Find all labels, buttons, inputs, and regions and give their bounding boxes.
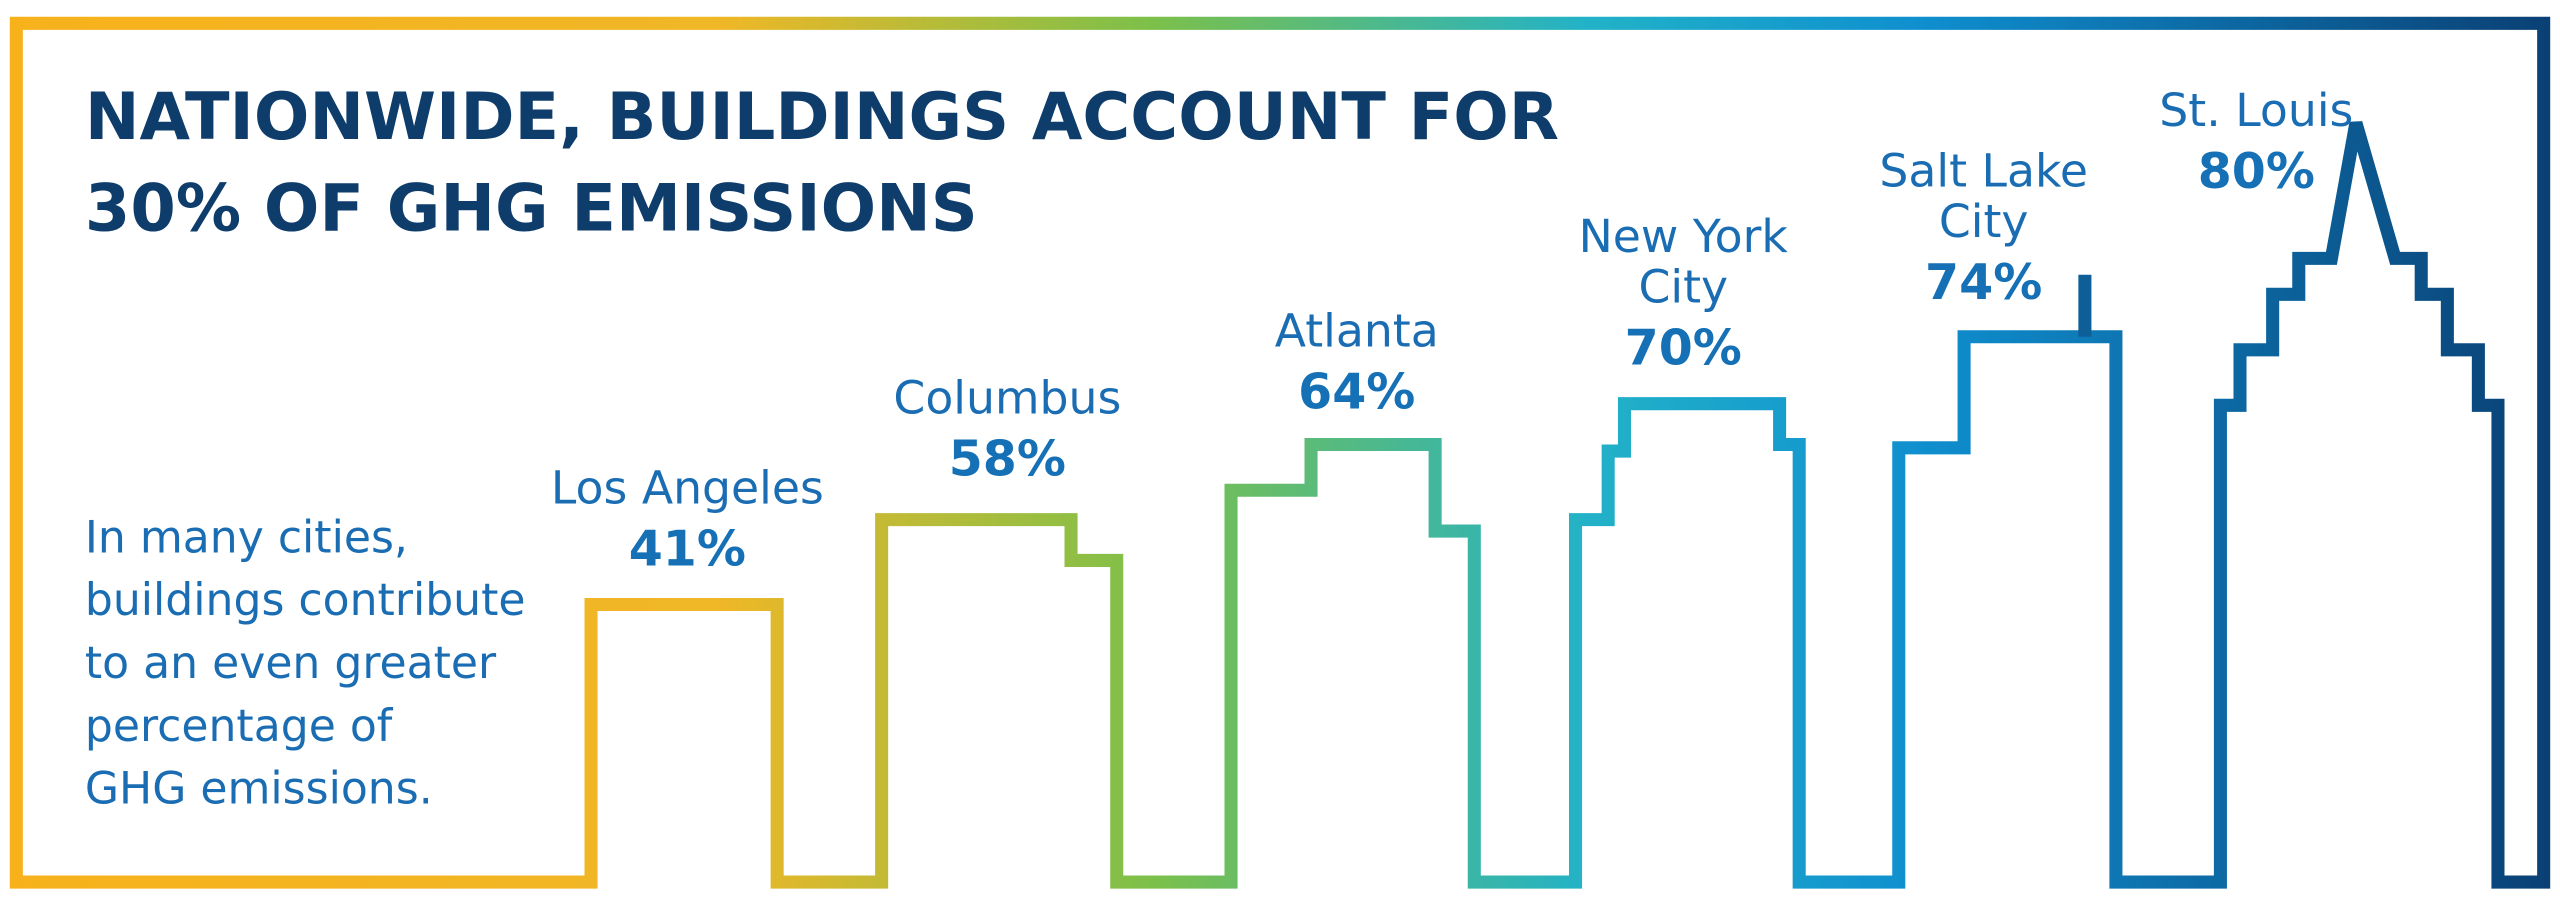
city-name: City — [1638, 260, 1728, 313]
texts: NATIONWIDE, BUILDINGS ACCOUNT FOR 30% OF … — [85, 79, 2353, 814]
note-line: to an even greater — [85, 638, 497, 689]
note-line: In many cities, — [85, 512, 408, 563]
city-value: 41% — [629, 520, 746, 577]
city-name: Atlanta — [1275, 305, 1439, 358]
note-line: GHG emissions. — [85, 764, 433, 815]
city-name: New York — [1579, 210, 1789, 263]
skyline-frame — [9, 16, 2551, 889]
city-value: 80% — [2198, 143, 2315, 200]
city-name: Salt Lake — [1879, 145, 2088, 198]
note-line: percentage of — [85, 701, 394, 752]
city-value: 58% — [949, 431, 1066, 488]
note-line: buildings contribute — [85, 575, 526, 626]
title-line: 30% OF GHG EMISSIONS — [85, 171, 978, 247]
city-name: Columbus — [893, 372, 1121, 425]
city-name: Los Angeles — [551, 461, 824, 514]
city-name: St. Louis — [2159, 84, 2353, 137]
city-value: 64% — [1298, 364, 1415, 421]
city-value: 70% — [1625, 320, 1742, 377]
city-name: City — [1939, 195, 2029, 248]
city-value: 74% — [1925, 254, 2042, 311]
title-line: NATIONWIDE, BUILDINGS ACCOUNT FOR — [85, 79, 1559, 155]
